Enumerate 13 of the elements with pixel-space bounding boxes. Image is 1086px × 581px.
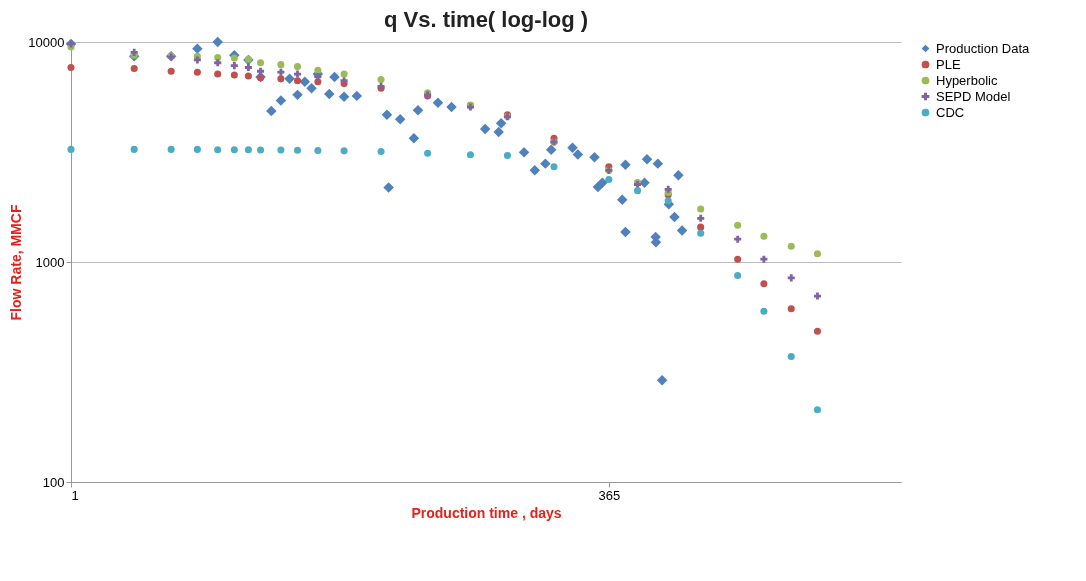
- legend-label: Production Data: [936, 40, 1030, 56]
- legend-label: PLE: [936, 56, 961, 72]
- y-tick-label: 1000: [35, 254, 65, 270]
- y-axis-title: Flow Rate, MMCF: [8, 204, 25, 321]
- x-axis-title: Production time , days: [411, 504, 562, 521]
- legend-label: SEPD Model: [936, 88, 1011, 104]
- x-tick-label: 1: [71, 487, 79, 503]
- y-tick-label: 10000: [28, 34, 65, 50]
- y-tick-label: 100: [42, 474, 65, 490]
- x-tick-label: 365: [598, 487, 621, 503]
- chart-title: q Vs. time( log-log ): [383, 7, 589, 32]
- legend-label: CDC: [936, 104, 965, 120]
- legend-label: Hyperbolic: [936, 72, 998, 88]
